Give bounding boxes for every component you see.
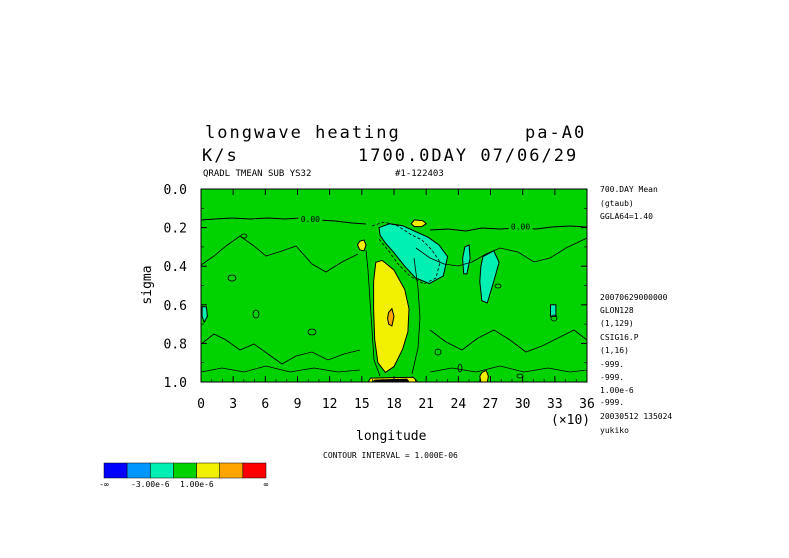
info-missing-3: -999. <box>600 398 624 407</box>
legend-swatch <box>242 462 267 479</box>
contour-region-positive <box>410 219 428 228</box>
legend-swatch <box>219 462 244 479</box>
legend-label-high: 1.00e-6 <box>180 480 214 489</box>
contour-region-negative <box>462 244 471 275</box>
x-tick-label: 27 <box>483 397 499 412</box>
y-tick-label: 0.2 <box>164 222 187 237</box>
legend-swatch <box>173 462 197 479</box>
info-missing-1: -999. <box>600 360 624 369</box>
info-user: yukiko <box>600 426 629 435</box>
time-label: 1700.0DAY 07/06/29 <box>358 146 578 166</box>
y-tick-label: 0.6 <box>164 299 187 314</box>
contour-label-layer: 0.00 0.00 <box>298 213 533 232</box>
run-info: 700.DAY Mean (gtaub) GGLA64=1.40 2007062… <box>600 185 672 435</box>
x-tick-label: 6 <box>261 397 269 412</box>
info-csig-range: (1,16) <box>600 346 629 355</box>
contour-region-lowest <box>371 378 410 382</box>
contour-label-bg <box>298 213 323 223</box>
y-axis: 0.0 0.2 0.4 0.6 0.8 1.0 <box>164 183 587 391</box>
contour-region-positive <box>356 239 367 252</box>
info-group: (gtaub) <box>600 199 634 208</box>
contour-region-positive <box>479 369 489 382</box>
x-axis-label: longitude <box>356 429 427 444</box>
info-glon: GLON128 <box>600 306 634 315</box>
y-tick-label: 0.0 <box>164 183 187 198</box>
info-mean: 700.DAY Mean <box>600 185 658 194</box>
legend-swatch <box>196 462 220 479</box>
contour-region-negative <box>550 304 557 317</box>
y-tick-label: 0.8 <box>164 337 187 352</box>
contour-region-high <box>387 307 395 327</box>
x-tick-label: 21 <box>418 397 434 412</box>
info-date: 20070629000000 <box>600 293 668 302</box>
x-tick-label: 15 <box>354 397 370 412</box>
x-tick-label: 0 <box>197 397 205 412</box>
legend-label-min: -∞ <box>99 480 109 489</box>
contour-region-negative <box>201 306 208 324</box>
legend-labels: -∞ -3.00e-6 1.00e-6 ∞ <box>99 480 268 489</box>
x-tick-label: 24 <box>451 397 467 412</box>
contour-label: 0.00 <box>301 215 320 224</box>
chart-title: longwave heating <box>205 123 401 143</box>
info-ggla: GGLA64=1.40 <box>600 212 653 221</box>
contour-regions <box>201 219 557 382</box>
y-axis-label: sigma <box>140 265 155 304</box>
legend-label-max: ∞ <box>264 480 269 489</box>
y-tick-label: 1.0 <box>164 376 187 391</box>
units-label: K/s <box>202 146 239 166</box>
run-name: pa-A0 <box>525 123 586 143</box>
legend-swatch <box>103 462 128 479</box>
contour-region-negative <box>378 223 449 285</box>
info-glon-range: (1,129) <box>600 319 634 328</box>
info-csig: CSIG16.P <box>600 333 639 342</box>
contour-lines <box>201 217 587 379</box>
x-tick-label: 9 <box>294 397 302 412</box>
x-tick-label: 3 <box>229 397 237 412</box>
legend-swatch <box>150 462 174 479</box>
contour-label-bg <box>508 221 533 231</box>
contour-region-negative <box>479 250 500 304</box>
legend-label-low: -3.00e-6 <box>131 480 170 489</box>
x-tick-label: 30 <box>515 397 531 412</box>
plot-area: 0.00 0.00 <box>200 188 588 383</box>
contour-label: 0.00 <box>511 223 530 232</box>
info-interval: 1.00e-6 <box>600 386 634 395</box>
x-multiplier-label: (×10) <box>551 413 590 428</box>
x-tick-label: 33 <box>547 397 563 412</box>
info-timestamp: 20030512 135024 <box>600 412 672 421</box>
run-id-label: #1-122403 <box>395 169 444 179</box>
legend-swatch <box>126 462 151 479</box>
x-tick-label: 12 <box>322 397 338 412</box>
x-tick-label: 18 <box>386 397 402 412</box>
info-missing-2: -999. <box>600 373 624 382</box>
x-tick-label: 36 <box>579 397 595 412</box>
variable-label: QRADL TMEAN SUB YS32 <box>203 169 311 179</box>
x-axis: 0 3 6 9 12 15 18 21 24 27 30 33 36 <box>197 189 595 412</box>
color-legend <box>103 462 267 479</box>
contour-interval-label: CONTOUR INTERVAL = 1.000E-06 <box>323 451 458 460</box>
y-tick-label: 0.4 <box>164 260 188 275</box>
